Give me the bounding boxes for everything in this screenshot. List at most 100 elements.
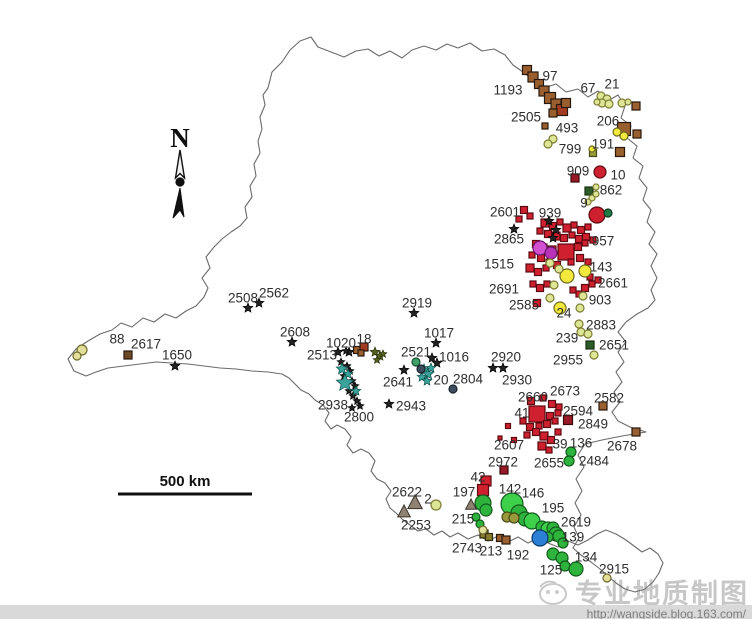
map-marker-square (570, 173, 580, 183)
site-label: 2607 (494, 438, 524, 453)
map-marker-square (536, 227, 544, 235)
map-marker-star (352, 396, 362, 405)
site-label: 215 (452, 512, 475, 527)
site-label: 2253 (401, 518, 431, 533)
map-marker-circle (603, 208, 613, 218)
map-marker-square (588, 280, 596, 288)
site-label: 2601 (490, 205, 520, 220)
site-label: 1650 (162, 348, 192, 363)
map-marker-square (614, 146, 626, 158)
map-marker-circle (543, 139, 553, 149)
north-arrow: N (170, 123, 190, 219)
map-marker-circle (72, 351, 82, 361)
map-marker-triangle (396, 503, 412, 518)
watermark-logo-icon (539, 580, 567, 605)
site-label: 2938 (318, 398, 348, 413)
map-marker-circle (448, 384, 458, 394)
map-marker-square (526, 212, 534, 220)
map-marker-square (576, 225, 586, 235)
map-marker-circle (545, 293, 555, 303)
site-label: 239 (556, 331, 579, 346)
site-label: 18 (356, 332, 371, 347)
site-label: 142 (499, 482, 522, 497)
site-label: 21 (604, 77, 619, 92)
site-label: 1020 (326, 336, 356, 351)
map-marker-square (533, 267, 543, 277)
site-label: 2800 (344, 410, 374, 425)
map-marker-square (555, 403, 563, 411)
north-arrow-lower (172, 187, 185, 219)
site-label: 493 (556, 121, 579, 136)
map-marker-square (529, 280, 537, 288)
site-label: 195 (542, 501, 565, 516)
map-marker-star (550, 224, 562, 235)
map-marker-circle (479, 503, 493, 517)
site-label: 2972 (488, 455, 518, 470)
site-label: 2484 (579, 454, 610, 469)
site-label: 213 (480, 544, 503, 559)
map-marker-circle (574, 319, 584, 329)
map-marker-circle (575, 303, 585, 313)
map-marker-square (584, 186, 594, 196)
site-label: 2930 (502, 373, 532, 388)
site-label: 2505 (511, 110, 541, 125)
site-label: 146 (522, 486, 545, 501)
site-label: 125 (540, 563, 563, 578)
map-marker-square (560, 97, 572, 109)
map-marker-square (559, 233, 569, 243)
map-marker-square (541, 122, 549, 130)
map-marker-square (562, 414, 574, 426)
map-marker-star (408, 307, 420, 318)
map-marker-star (336, 357, 346, 366)
site-label: 1515 (484, 257, 514, 272)
site-label: 143 (590, 260, 613, 275)
site-label: 1017 (424, 326, 454, 341)
map-marker-circle (563, 455, 575, 467)
site-label: 2651 (599, 338, 629, 353)
site-label: 957 (592, 234, 615, 249)
map-marker-circle (592, 190, 600, 198)
site-label: 24 (556, 306, 572, 321)
site-label: 2849 (578, 417, 608, 432)
map-marker-square (357, 349, 365, 357)
map-marker-star (169, 360, 181, 371)
map-marker-square (548, 108, 558, 118)
site-label: 1016 (439, 350, 469, 365)
map-marker-star (425, 362, 437, 373)
site-label: 2594 (563, 404, 594, 419)
map-marker-star (547, 232, 559, 243)
map-marker-circle (508, 512, 520, 524)
site-label: 2804 (453, 372, 484, 387)
map-marker-circle (545, 258, 555, 268)
map-marker-star (487, 362, 499, 373)
map-marker-square (585, 340, 595, 350)
map-marker-square (539, 431, 549, 441)
site-label: 939 (539, 206, 562, 221)
site-label: 2641 (383, 375, 413, 390)
map-marker-triangle (464, 497, 478, 510)
site-label: 136 (570, 436, 593, 451)
north-arrow-upper (174, 149, 186, 181)
map-marker-square (543, 91, 557, 105)
site-label: 134 (575, 550, 598, 565)
map-marker-square (562, 223, 572, 233)
map-marker-star (253, 297, 265, 308)
map-marker-circle (604, 99, 614, 109)
site-label: 20 (433, 373, 448, 388)
map-marker-star (341, 346, 351, 355)
map-marker-circle (584, 198, 592, 206)
site-label: 862 (600, 183, 623, 198)
site-label: 2619 (561, 515, 591, 530)
map-marker-square (543, 280, 551, 288)
map-marker-square (580, 283, 590, 293)
map-marker-circle (588, 206, 606, 224)
map-marker-circle (588, 145, 596, 153)
site-label: 88 (109, 332, 124, 347)
site-label: 2660 (518, 390, 548, 405)
map-marker-square (551, 417, 559, 425)
map-marker-square (531, 427, 541, 437)
scale-bar: 500 km (118, 473, 252, 496)
site-label: 2508 (228, 291, 258, 306)
map-marker-circle (430, 499, 442, 511)
